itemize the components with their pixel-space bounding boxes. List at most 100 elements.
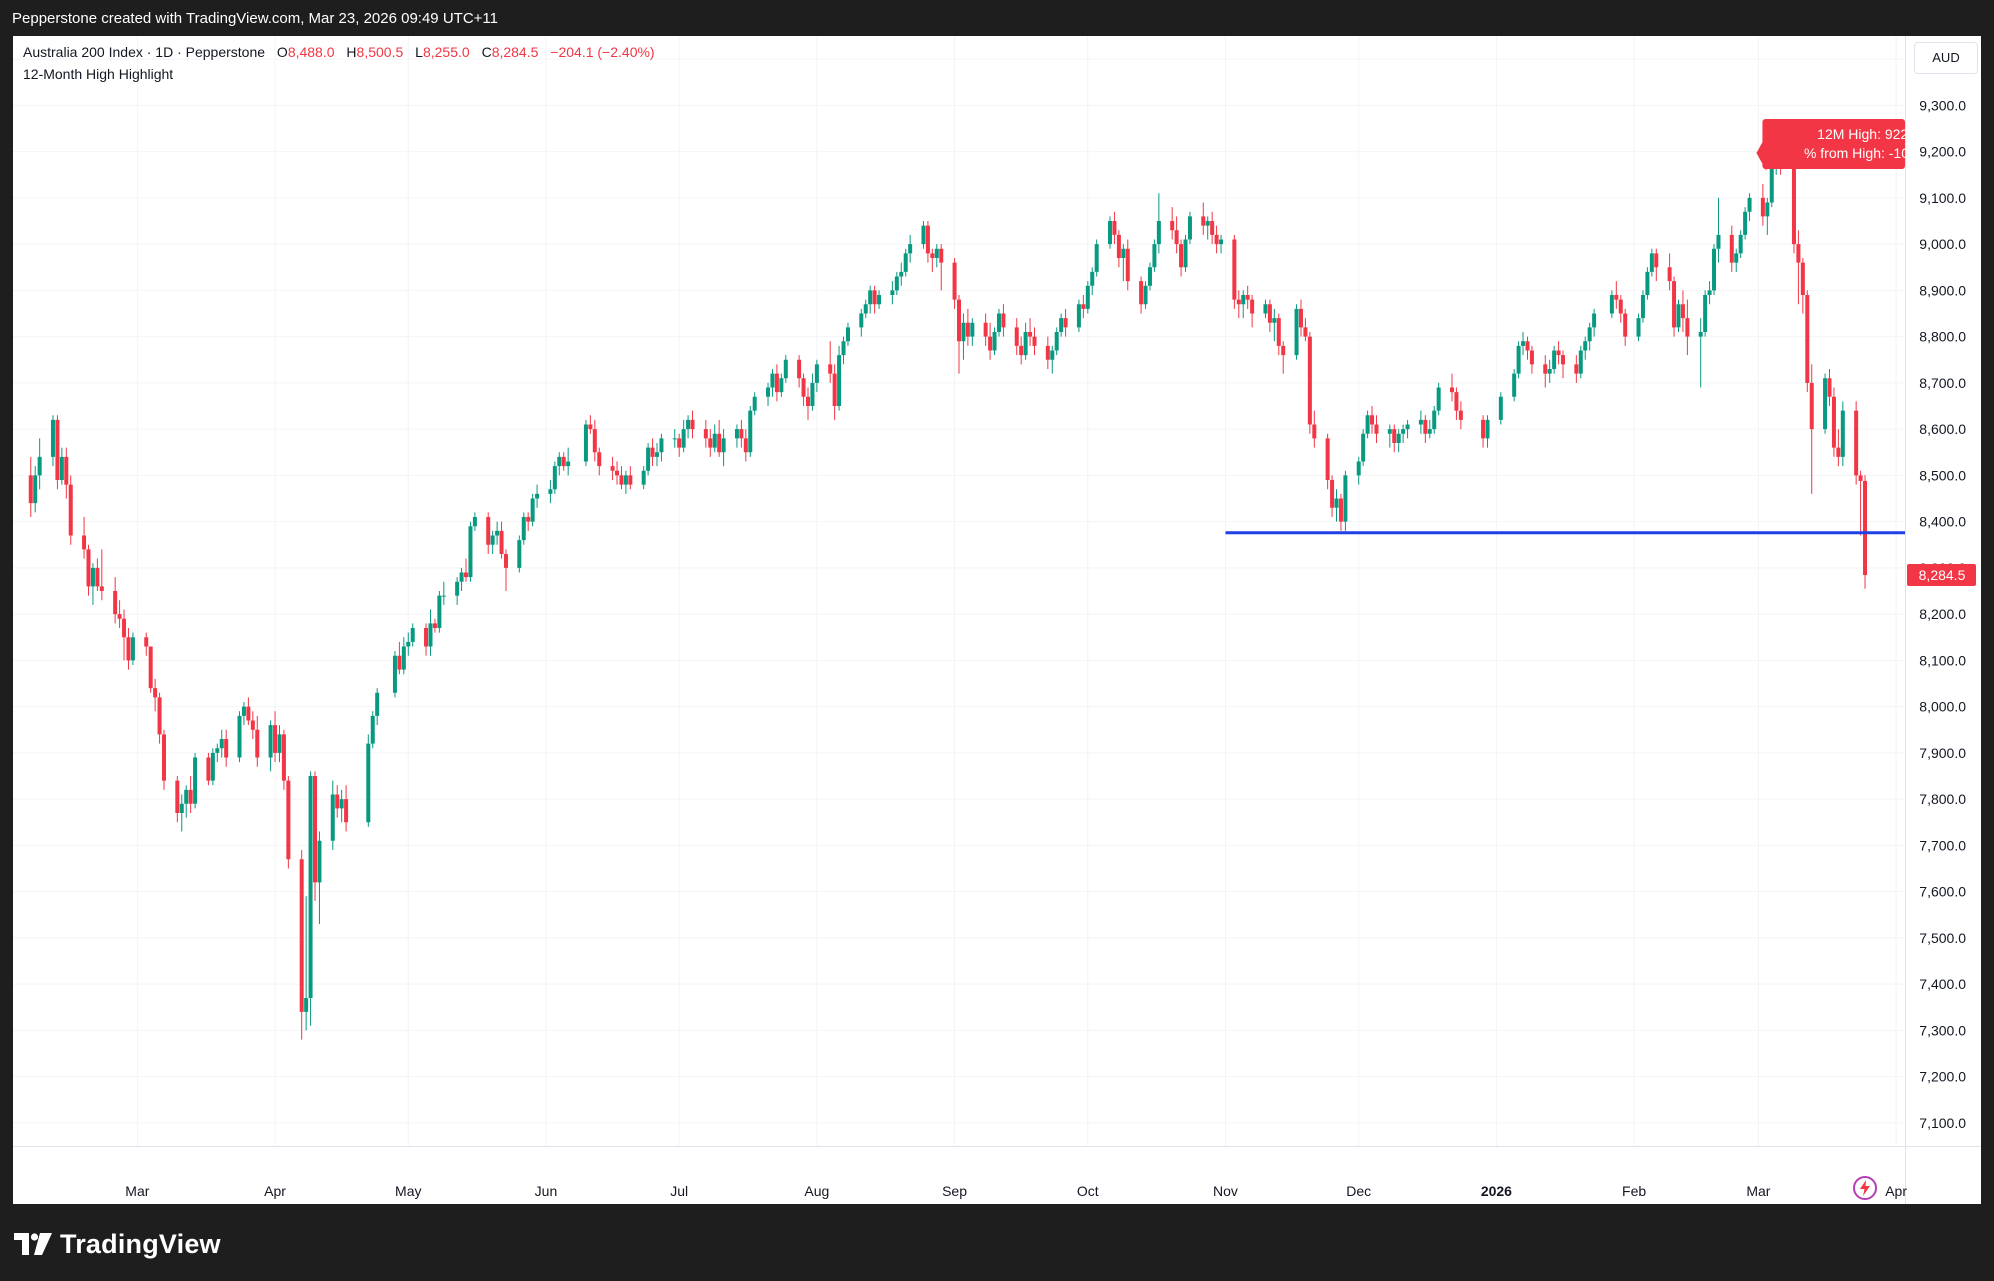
candle[interactable] <box>317 840 322 883</box>
candle[interactable] <box>552 466 557 490</box>
candle[interactable] <box>1170 221 1175 231</box>
candle[interactable] <box>215 748 220 753</box>
candle[interactable] <box>1365 415 1370 434</box>
candle[interactable] <box>1454 392 1459 411</box>
candle[interactable] <box>344 799 349 823</box>
candle[interactable] <box>1854 410 1859 476</box>
candle[interactable] <box>1396 433 1401 443</box>
candle[interactable] <box>441 595 446 597</box>
candle[interactable] <box>1374 424 1379 434</box>
candle[interactable] <box>686 419 691 430</box>
candle[interactable] <box>1014 327 1019 346</box>
candle[interactable] <box>299 859 304 1012</box>
candle[interactable] <box>615 470 620 476</box>
candle[interactable] <box>1219 239 1224 245</box>
candle[interactable] <box>1028 332 1033 337</box>
candle[interactable] <box>1401 429 1406 434</box>
candle[interactable] <box>1432 410 1437 430</box>
candle[interactable] <box>1032 336 1037 346</box>
candle[interactable] <box>659 438 664 453</box>
candle[interactable] <box>424 628 429 647</box>
candle[interactable] <box>952 262 957 300</box>
candle[interactable] <box>1081 304 1086 309</box>
candle[interactable] <box>1636 318 1641 337</box>
candle[interactable] <box>113 591 118 615</box>
candle[interactable] <box>1001 313 1006 328</box>
candle[interactable] <box>122 618 127 638</box>
candle[interactable] <box>1583 341 1588 351</box>
candle[interactable] <box>1712 248 1717 291</box>
candle[interactable] <box>801 378 806 397</box>
candle[interactable] <box>1716 234 1721 249</box>
candle[interactable] <box>1840 410 1845 457</box>
candle[interactable] <box>1125 248 1130 282</box>
candle[interactable] <box>397 655 402 670</box>
candle[interactable] <box>1827 378 1832 397</box>
candle[interactable] <box>859 313 864 328</box>
candle[interactable] <box>330 794 335 841</box>
candle[interactable] <box>845 327 850 342</box>
candle[interactable] <box>241 706 246 716</box>
candle[interactable] <box>583 424 588 462</box>
candle[interactable] <box>392 655 397 693</box>
candle[interactable] <box>1645 271 1650 295</box>
candle[interactable] <box>1338 498 1343 522</box>
candle[interactable] <box>1561 355 1566 365</box>
candle[interactable] <box>894 276 899 291</box>
candle[interactable] <box>690 419 695 430</box>
tradingview-logo[interactable]: TradingView <box>14 1228 221 1260</box>
candle[interactable] <box>1063 318 1068 328</box>
candle[interactable] <box>1356 461 1361 476</box>
candle[interactable] <box>224 739 229 758</box>
candle[interactable] <box>64 456 69 485</box>
candle[interactable] <box>1512 373 1517 397</box>
candle[interactable] <box>1232 239 1237 300</box>
candle[interactable] <box>588 424 593 430</box>
candle[interactable] <box>623 475 628 485</box>
candle[interactable] <box>490 535 495 545</box>
candle[interactable] <box>1201 216 1206 226</box>
candle[interactable] <box>1187 216 1192 240</box>
candle[interactable] <box>281 734 286 781</box>
candle[interactable] <box>82 535 87 550</box>
candle[interactable] <box>246 706 251 721</box>
candle[interactable] <box>708 438 713 448</box>
candle[interactable] <box>717 433 722 453</box>
candle[interactable] <box>1707 290 1712 295</box>
candle[interactable] <box>503 554 508 568</box>
candle[interactable] <box>1174 230 1179 245</box>
candle[interactable] <box>286 780 291 860</box>
candle[interactable] <box>1640 295 1645 319</box>
candle[interactable] <box>219 739 224 749</box>
candle[interactable] <box>472 517 477 527</box>
candle[interactable] <box>193 757 198 804</box>
price-chart[interactable]: 12M High: 9222.9 % from High: -10.17% 7,10… <box>13 36 1981 1204</box>
candle[interactable] <box>1516 345 1521 374</box>
candle[interactable] <box>561 456 566 467</box>
candle[interactable] <box>1618 299 1623 314</box>
candle[interactable] <box>366 743 371 823</box>
candle[interactable] <box>28 475 33 504</box>
candle[interactable] <box>1685 318 1690 337</box>
candle[interactable] <box>210 752 215 781</box>
candle[interactable] <box>50 419 55 457</box>
candle[interactable] <box>1574 364 1579 374</box>
candle[interactable] <box>1525 341 1530 351</box>
candle[interactable] <box>921 225 926 245</box>
candle[interactable] <box>1791 165 1796 245</box>
candle[interactable] <box>1152 244 1157 268</box>
candle[interactable] <box>1330 480 1335 508</box>
candle[interactable] <box>1361 433 1366 462</box>
candle[interactable] <box>1831 396 1836 448</box>
candle[interactable] <box>1241 295 1246 305</box>
candle[interactable] <box>1019 345 1024 356</box>
candle[interactable] <box>1076 304 1081 328</box>
candle[interactable] <box>1112 221 1117 235</box>
candle[interactable] <box>672 438 677 440</box>
candle[interactable] <box>650 447 655 457</box>
candle[interactable] <box>1272 318 1277 323</box>
candle[interactable] <box>175 780 180 813</box>
candle[interactable] <box>268 725 273 758</box>
candle[interactable] <box>619 475 624 485</box>
candle[interactable] <box>1863 480 1868 576</box>
